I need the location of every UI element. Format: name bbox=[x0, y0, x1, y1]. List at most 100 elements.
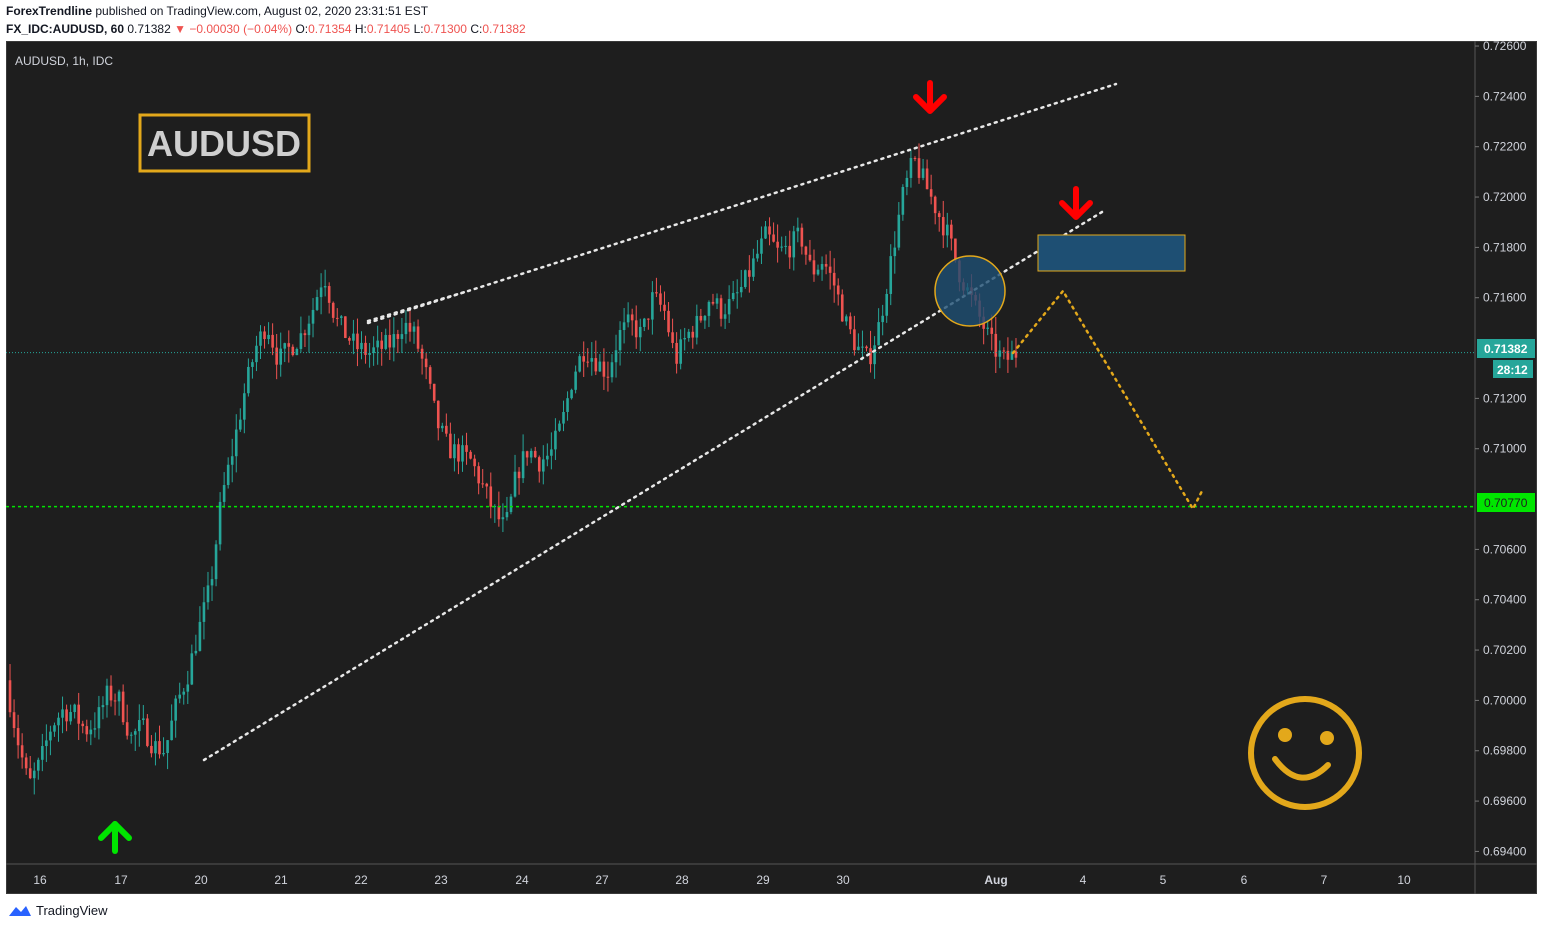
candle-body bbox=[570, 389, 573, 399]
candle-body bbox=[719, 298, 723, 319]
candle-body bbox=[816, 269, 820, 275]
candle-body bbox=[824, 264, 828, 267]
tradingview-logo-icon bbox=[9, 905, 31, 916]
candle-body bbox=[271, 334, 274, 348]
candle-body bbox=[836, 285, 840, 295]
candle-body bbox=[8, 680, 12, 713]
candle-body bbox=[606, 376, 610, 378]
candle-body bbox=[792, 231, 796, 258]
candle-body bbox=[125, 722, 129, 736]
candle-body bbox=[634, 320, 638, 338]
time-tick-label: 23 bbox=[434, 873, 448, 887]
candle-body bbox=[533, 450, 537, 458]
candle-body bbox=[663, 304, 666, 311]
candle-body bbox=[303, 333, 307, 336]
candle-body bbox=[610, 362, 614, 378]
candle-body bbox=[946, 224, 949, 236]
candle-body bbox=[812, 260, 816, 275]
candle-body bbox=[331, 302, 335, 318]
candle-body bbox=[630, 314, 634, 321]
candle-body bbox=[251, 362, 254, 367]
candle-body bbox=[142, 718, 145, 721]
candle-body bbox=[319, 287, 323, 298]
change-down-icon: ▼ bbox=[174, 22, 186, 36]
candle-body bbox=[804, 246, 808, 255]
arrow-head bbox=[1059, 200, 1093, 220]
candle-body bbox=[598, 361, 602, 372]
author-name[interactable]: ForexTrendline bbox=[6, 4, 93, 18]
close-label: C: bbox=[470, 22, 483, 36]
arrow-up-icon bbox=[98, 821, 132, 854]
price-tick-label: 0.69400 bbox=[1483, 844, 1527, 858]
candle-body bbox=[307, 323, 311, 336]
candle-body bbox=[986, 327, 989, 329]
candle-body bbox=[788, 245, 792, 258]
price-tick-label: 0.72400 bbox=[1483, 89, 1527, 103]
candle-body bbox=[360, 342, 363, 350]
countdown-label: 28:12 bbox=[1497, 363, 1528, 377]
candle-body bbox=[784, 245, 787, 247]
price-tick-label: 0.69600 bbox=[1483, 794, 1527, 808]
candle-body bbox=[885, 293, 888, 316]
drawings-layer bbox=[6, 80, 1475, 854]
chart-subtitle: AUDUSD, 1h, IDC bbox=[15, 54, 113, 68]
candle-body bbox=[275, 347, 278, 365]
candle-body bbox=[477, 466, 480, 484]
candle-body bbox=[772, 234, 775, 242]
candle-body bbox=[651, 292, 654, 320]
candle-body bbox=[174, 698, 177, 721]
candle-body bbox=[768, 226, 771, 235]
candle-body bbox=[501, 517, 505, 520]
candle-body bbox=[445, 425, 448, 434]
candle-body bbox=[699, 315, 703, 321]
candle-body bbox=[954, 238, 957, 261]
candle-body bbox=[513, 471, 517, 497]
candle-body bbox=[1002, 350, 1006, 352]
candle-body bbox=[404, 322, 408, 335]
candle-body bbox=[206, 585, 210, 603]
resistance-zone bbox=[1037, 234, 1186, 272]
candle-body bbox=[428, 367, 432, 384]
candle-body bbox=[780, 246, 783, 248]
candle-body bbox=[408, 322, 412, 332]
price-chart[interactable]: 0.72600 0.72400 0.72200 0.72000 0.71800 0.716… bbox=[6, 41, 1537, 894]
candle-body bbox=[473, 458, 476, 467]
tradingview-footer[interactable]: TradingView bbox=[8, 903, 108, 918]
candle-body bbox=[764, 226, 767, 239]
candle-body bbox=[436, 400, 440, 429]
candle-body bbox=[259, 331, 262, 346]
candle-body bbox=[299, 333, 303, 349]
candle-body bbox=[667, 310, 670, 333]
candle-body bbox=[356, 333, 359, 350]
candle-body bbox=[529, 450, 533, 458]
candle-body bbox=[392, 334, 396, 348]
candle-body bbox=[489, 486, 493, 507]
candle-body bbox=[715, 298, 719, 304]
price-tick-label: 0.69800 bbox=[1483, 744, 1527, 758]
candle-body bbox=[364, 342, 367, 355]
candle-body bbox=[703, 315, 707, 321]
candle-body bbox=[344, 316, 347, 338]
candles-layer bbox=[8, 143, 1018, 795]
candle-body bbox=[558, 423, 561, 431]
candle-body bbox=[808, 254, 812, 261]
candle-body bbox=[77, 704, 80, 724]
candle-body bbox=[85, 726, 89, 735]
axes-layer: 0.72600 0.72400 0.72200 0.72000 0.71800 0.716… bbox=[6, 41, 1537, 894]
candle-body bbox=[691, 331, 695, 338]
candle-body bbox=[744, 270, 747, 287]
resistance-segment bbox=[366, 289, 470, 323]
candle-body bbox=[133, 731, 137, 735]
candle-body bbox=[865, 346, 868, 349]
time-tick-label: 16 bbox=[33, 873, 47, 887]
candle-body bbox=[659, 293, 662, 305]
candle-body bbox=[190, 653, 194, 685]
price-tick-label: 0.71000 bbox=[1483, 442, 1527, 456]
candle-body bbox=[921, 168, 925, 178]
candle-body bbox=[578, 356, 581, 372]
candle-body bbox=[166, 740, 169, 754]
candle-body bbox=[517, 471, 521, 479]
price-tick-label: 0.70200 bbox=[1483, 643, 1527, 657]
candle-body bbox=[57, 717, 60, 726]
candle-body bbox=[905, 177, 909, 188]
